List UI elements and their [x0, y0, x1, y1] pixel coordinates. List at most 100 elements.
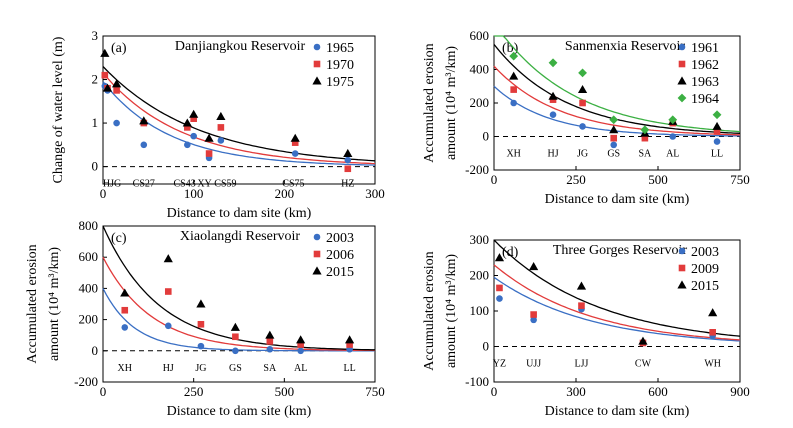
fit-curve-1975 [102, 66, 376, 162]
panel-title: Xiaolangdi Reservoir [180, 229, 300, 244]
x-tick-label: 300 [365, 186, 385, 201]
legend-label: 1961 [691, 41, 719, 56]
y-tick-label: 0 [483, 129, 490, 144]
station-label: HJ [547, 149, 558, 160]
y-tick-label: 800 [79, 218, 99, 233]
data-point-1965 [113, 119, 120, 127]
data-point-2003 [496, 295, 503, 302]
y-tick-label: -200 [465, 162, 489, 177]
x-tick-label: 0 [100, 186, 107, 201]
data-point-1961 [713, 138, 721, 145]
data-point-1961 [549, 111, 557, 119]
data-point-1962 [713, 128, 721, 135]
data-point-1962 [641, 134, 649, 142]
x-axis-label: Distance to dam site (km) [545, 192, 690, 207]
data-point-2006 [266, 338, 274, 345]
station-label: LL [711, 149, 723, 160]
y-tick-label: 100 [470, 303, 490, 318]
legend-label: 2003 [326, 231, 354, 246]
x-tick-label: 250 [184, 384, 204, 399]
x-tick-label: 500 [648, 172, 668, 187]
data-point-2006 [232, 333, 239, 341]
x-tick-label: 0 [491, 384, 498, 399]
station-label: LL [344, 363, 356, 374]
legend-marker-2006 [313, 250, 321, 258]
data-point-2015 [345, 335, 355, 344]
data-point-2009 [530, 311, 537, 318]
data-point-1965 [217, 137, 225, 144]
station-label: HJG [103, 179, 121, 190]
data-point-2015 [576, 281, 587, 290]
fit-curve-1962 [493, 65, 740, 136]
y-axis-label-unit: amount (10⁴ m³/km) [444, 254, 459, 368]
data-point-1961 [669, 133, 677, 140]
legend-label: 2015 [691, 279, 719, 294]
plot-frame [102, 225, 376, 383]
station-label: WH [704, 359, 721, 370]
data-point-1964 [509, 51, 519, 61]
data-point-1965 [184, 141, 191, 149]
data-point-2003 [121, 324, 129, 331]
data-point-1963 [609, 125, 619, 134]
station-label: HZ [341, 179, 354, 190]
data-point-2009 [578, 302, 585, 309]
station-label: CS75 [282, 179, 304, 190]
data-point-1975 [343, 148, 353, 157]
data-point-2015 [529, 262, 539, 271]
legend-marker-1965 [313, 43, 321, 51]
station-label: CS43 [173, 179, 195, 190]
fit-curve-2009 [493, 264, 741, 341]
station-label: YZ [493, 359, 506, 370]
data-point-1961 [510, 99, 517, 107]
data-point-1964 [640, 125, 650, 135]
data-point-1964 [668, 115, 678, 125]
legend-label: 1965 [326, 41, 354, 56]
y-tick-label: -200 [74, 374, 98, 389]
panel-label: (b) [502, 41, 519, 56]
data-point-2015 [120, 288, 130, 297]
station-label: CW [635, 359, 652, 370]
station-label: AL [666, 149, 679, 160]
legend-label: 2003 [691, 245, 719, 260]
station-label: LJJ [575, 359, 589, 370]
panel-title: Three Gorges Reservoir [553, 243, 688, 258]
data-point-1970 [190, 115, 197, 123]
data-point-1970 [217, 124, 225, 131]
data-point-2015 [230, 322, 240, 331]
y-axis-label: Accumulated erosion [422, 251, 437, 370]
x-tick-label: 500 [275, 384, 295, 399]
station-label: SA [263, 363, 277, 374]
legend-label: 1962 [691, 58, 719, 73]
legend-label: 1970 [326, 58, 354, 73]
panel-label: (c) [111, 231, 127, 246]
x-tick-label: 600 [648, 384, 668, 399]
data-point-2006 [121, 306, 129, 314]
data-point-1962 [579, 99, 586, 107]
data-point-1965 [291, 150, 299, 157]
panel-title: Sanmenxia Reservoir [565, 39, 685, 54]
legend-marker-1962 [678, 60, 686, 68]
x-tick-label: 250 [566, 172, 586, 187]
legend-marker-1964 [677, 93, 687, 103]
fit-curve-2015 [102, 225, 375, 351]
data-point-1962 [510, 86, 517, 93]
y-tick-label: 2 [92, 72, 99, 87]
data-point-2006 [164, 288, 172, 295]
data-point-2015 [494, 253, 505, 262]
data-point-1975 [139, 116, 149, 125]
y-tick-label: 400 [470, 62, 490, 77]
y-tick-label: 300 [470, 232, 490, 247]
station-label: XY [197, 179, 211, 190]
y-tick-label: 0 [92, 343, 99, 358]
legend-label: 2006 [326, 248, 354, 263]
panel-label: (d) [502, 245, 519, 260]
legend-marker-2003 [313, 233, 321, 241]
station-label: HJ [163, 363, 174, 374]
data-point-1961 [610, 141, 618, 149]
data-point-2009 [496, 284, 503, 292]
station-label: JG [577, 149, 588, 160]
station-label: UJJ [526, 359, 541, 370]
station-label: SA [638, 149, 652, 160]
station-label: XH [506, 149, 520, 160]
